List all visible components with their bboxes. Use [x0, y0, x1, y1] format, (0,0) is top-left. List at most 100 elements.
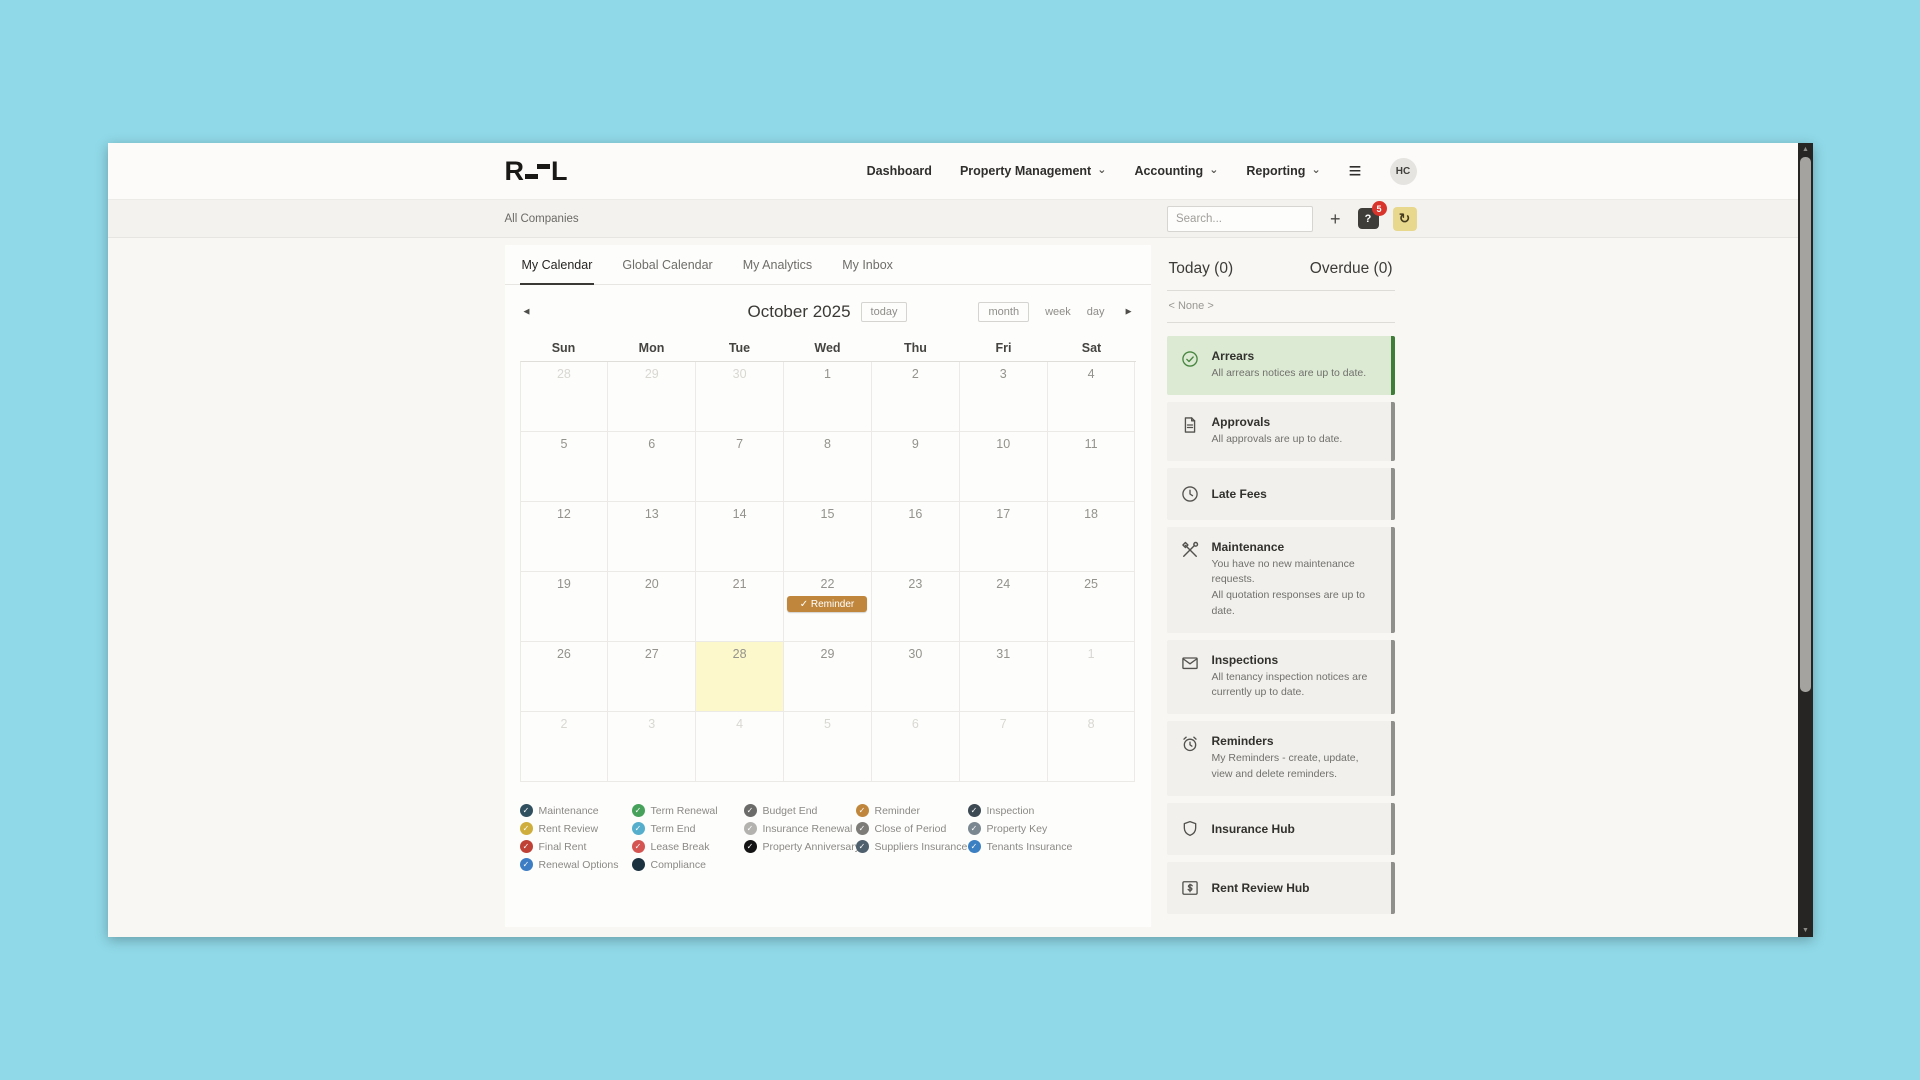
view-month-button[interactable]: month: [978, 302, 1030, 322]
calendar-day-cell[interactable]: 6: [608, 432, 697, 502]
calendar-day-cell[interactable]: 3: [608, 712, 697, 782]
nav-item-reporting[interactable]: Reporting ⌄: [1246, 164, 1320, 178]
tab-my-inbox[interactable]: My Inbox: [842, 258, 893, 272]
calendar-day-cell[interactable]: 20: [608, 572, 697, 642]
calendar-day-cell[interactable]: 16: [871, 502, 960, 572]
calendar-day-cell[interactable]: 25: [1047, 572, 1136, 642]
calendar-day-cell[interactable]: 14: [696, 502, 785, 572]
sidebar-card-description: My Reminders - create, update, view and …: [1211, 752, 1359, 780]
calendar-day-cell[interactable]: 29: [784, 642, 872, 712]
company-selector[interactable]: All Companies: [504, 212, 579, 225]
calendar-day-cell[interactable]: 10: [959, 432, 1048, 502]
calendar-day-cell[interactable]: 27: [608, 642, 697, 712]
scroll-down-arrow-icon[interactable]: ▼: [1802, 927, 1809, 934]
logo[interactable]: R L: [505, 156, 568, 187]
filter-selector[interactable]: < None >: [1166, 291, 1395, 323]
next-month-button[interactable]: ►: [1123, 306, 1134, 318]
calendar-day-cell[interactable]: 22 ✓ Reminder: [784, 572, 872, 642]
sidebar-card-inspections[interactable]: Inspections All tenancy inspection notic…: [1166, 639, 1395, 714]
nav-menu: Dashboard Property Management ⌄ Accounti…: [867, 157, 1417, 185]
calendar-header: ◄ October 2025 today month week day ►: [505, 289, 1151, 335]
calendar-day-cell[interactable]: 4: [696, 712, 785, 782]
calendar-day-cell[interactable]: 9: [871, 432, 960, 502]
today-button[interactable]: today: [860, 302, 908, 322]
calendar-day-cell[interactable]: 15: [784, 502, 872, 572]
sidebar-card-reminders[interactable]: Reminders My Reminders - create, update,…: [1166, 721, 1395, 796]
legend-color-icon: ✓: [855, 840, 869, 853]
calendar-day-cell[interactable]: 21: [696, 572, 785, 642]
prev-month-button[interactable]: ◄: [521, 306, 532, 318]
user-avatar[interactable]: HC: [1389, 157, 1417, 185]
clock-history-icon[interactable]: ↻: [1392, 206, 1417, 231]
calendar-day-cell[interactable]: 2: [520, 712, 609, 782]
calendar-day-cell[interactable]: 6: [871, 712, 960, 782]
calendar-day-cell[interactable]: 13: [608, 502, 697, 572]
calendar-day-cell[interactable]: 23: [871, 572, 960, 642]
help-notification-icon[interactable]: ? 5: [1357, 201, 1387, 229]
sidebar-card-late-fees[interactable]: Late Fees: [1166, 467, 1395, 520]
calendar-day-cell[interactable]: 4: [1047, 362, 1136, 432]
legend-color-icon: ✓: [631, 840, 645, 853]
calendar-day-cell[interactable]: 2: [871, 362, 960, 432]
calendar-day-cell[interactable]: 11: [1047, 432, 1136, 502]
calendar-day-cell[interactable]: 29: [608, 362, 697, 432]
weekday-label: Wed: [814, 341, 841, 355]
calendar-day-cell[interactable]: 26: [520, 642, 609, 712]
calendar-grid: 28 29 30 1 2 3 4 5 6 7 8 9 10 11 12 13 1…: [519, 361, 1136, 782]
view-week-button[interactable]: week: [1045, 306, 1071, 318]
sidebar-card-description: You have no new maintenance requests.: [1211, 557, 1355, 586]
sidebar-card-maintenance[interactable]: Maintenance You have no new maintenance …: [1166, 526, 1395, 633]
menu-icon[interactable]: ≡: [1348, 158, 1362, 183]
weekday-label: Mon: [638, 341, 665, 355]
sidebar-card-insurance-hub[interactable]: Insurance Hub: [1166, 802, 1395, 855]
card-body: Late Fees: [1212, 487, 1267, 501]
sidebar-card-arrears[interactable]: Arrears All arrears notices are up to da…: [1166, 336, 1395, 395]
calendar-day-cell[interactable]: 1: [784, 362, 872, 432]
calendar-day-cell[interactable]: 3: [959, 362, 1048, 432]
calendar-day-cell[interactable]: 8: [784, 432, 872, 502]
legend-label: Property Anniversary: [762, 840, 860, 853]
tools-icon: [1180, 540, 1200, 560]
tab-my-analytics[interactable]: My Analytics: [742, 258, 813, 272]
calendar-day-cell[interactable]: 7: [959, 712, 1048, 782]
calendar-day-cell[interactable]: 28: [520, 362, 609, 432]
card-body: Reminders My Reminders - create, update,…: [1212, 734, 1381, 783]
calendar-day-cell[interactable]: 17: [959, 502, 1048, 572]
view-day-button[interactable]: day: [1086, 306, 1105, 318]
day-number: 23: [908, 577, 923, 591]
tab-global-calendar[interactable]: Global Calendar: [622, 258, 713, 272]
legend-item: Compliance: [631, 858, 744, 871]
calendar-day-cell[interactable]: 18: [1047, 502, 1136, 572]
scroll-up-arrow-icon[interactable]: ▲: [1802, 146, 1809, 153]
search-input[interactable]: [1166, 205, 1313, 232]
tab-my-calendar[interactable]: My Calendar: [519, 245, 595, 285]
nav-item-property-management[interactable]: Property Management ⌄: [960, 164, 1107, 178]
sidebar-card-title: Rent Review Hub: [1211, 880, 1310, 895]
calendar-day-cell[interactable]: 28: [696, 642, 785, 712]
calendar-day-cell[interactable]: 1: [1047, 642, 1136, 712]
nav-item-dashboard[interactable]: Dashboard: [867, 164, 932, 178]
calendar-day-cell[interactable]: 24: [959, 572, 1048, 642]
add-button[interactable]: +: [1329, 208, 1341, 229]
calendar-day-cell[interactable]: 7: [696, 432, 785, 502]
calendar-day-cell[interactable]: 30: [696, 362, 785, 432]
calendar-day-cell[interactable]: 5: [784, 712, 872, 782]
chevron-down-icon: ⌄: [1097, 163, 1107, 176]
calendar-day-cell[interactable]: 30: [871, 642, 960, 712]
calendar-event-reminder[interactable]: ✓ Reminder: [787, 596, 867, 612]
sidebar-card-approvals[interactable]: Approvals All approvals are up to date.: [1166, 401, 1395, 461]
calendar-day-cell[interactable]: 5: [520, 432, 609, 502]
legend-column: ✓ Budget End ✓ Insurance Renewal ✓ Prope…: [743, 804, 860, 876]
sidebar-card-rent-review-hub[interactable]: Rent Review Hub: [1166, 861, 1395, 914]
calendar-day-cell[interactable]: 19: [520, 572, 609, 642]
nav-item-accounting[interactable]: Accounting ⌄: [1134, 164, 1218, 178]
scrollbar[interactable]: ▲ ▼: [1798, 143, 1813, 937]
weekday-label: Fri: [995, 341, 1012, 355]
scrollbar-thumb[interactable]: [1800, 157, 1811, 692]
calendar-day-cell[interactable]: 31: [959, 642, 1048, 712]
calendar-day-cell[interactable]: 12: [520, 502, 609, 572]
nav-item-label: Dashboard: [866, 164, 932, 178]
card-body: Insurance Hub: [1212, 822, 1295, 836]
calendar-day-cell[interactable]: 8: [1047, 712, 1136, 782]
